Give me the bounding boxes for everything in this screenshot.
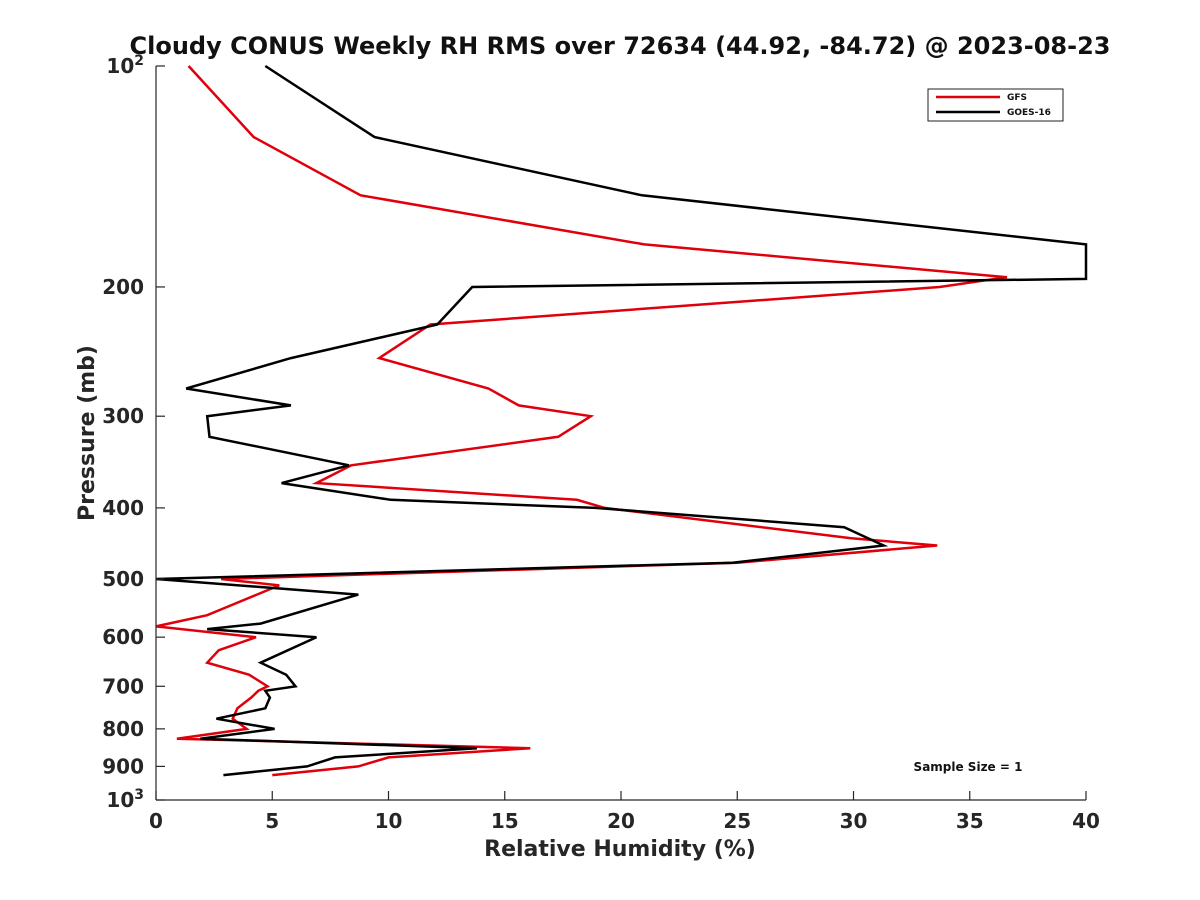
series-lines [155, 64, 1088, 777]
chart-title: Cloudy CONUS Weekly RH RMS over 72634 (4… [130, 32, 1111, 60]
x-tick-label: 35 [956, 809, 984, 833]
x-tick-label: 5 [265, 809, 279, 833]
x-tick-label: 15 [491, 809, 519, 833]
series-line-goes16 [155, 64, 1088, 777]
y-tick-label: 800 [102, 717, 144, 741]
legend-label-gfs: GFS [1007, 93, 1027, 103]
y-tick-label: 102 [106, 53, 144, 78]
y-tick-label: 200 [102, 275, 144, 299]
y-tick-label: 103 [106, 787, 144, 812]
y-axis-label: Pressure (mb) [75, 345, 100, 521]
x-tick-label: 25 [723, 809, 751, 833]
y-tick-label: 600 [102, 625, 144, 649]
legend-box [927, 88, 1064, 122]
axes: 0 5 10 15 20 25 30 35 40 102 200 300 400 500 600 700 800… [102, 53, 1100, 833]
x-tick-label: 40 [1072, 809, 1100, 833]
y-tick-label: 500 [102, 567, 144, 591]
x-axis-label: Relative Humidity (%) [484, 837, 756, 862]
x-tick-label: 0 [149, 809, 163, 833]
x-tick-label: 10 [375, 809, 403, 833]
y-tick-label: 900 [102, 754, 144, 778]
legend-label-goes16: GOES-16 [1007, 108, 1051, 118]
y-tick-label: 300 [102, 404, 144, 428]
x-tick-label: 20 [607, 809, 635, 833]
sample-size-annotation: Sample Size = 1 [914, 760, 1023, 774]
legend: GFS GOES-16 [927, 88, 1064, 122]
y-tick-label: 700 [102, 674, 144, 698]
y-tick-label: 400 [102, 496, 144, 520]
x-tick-label: 30 [840, 809, 868, 833]
